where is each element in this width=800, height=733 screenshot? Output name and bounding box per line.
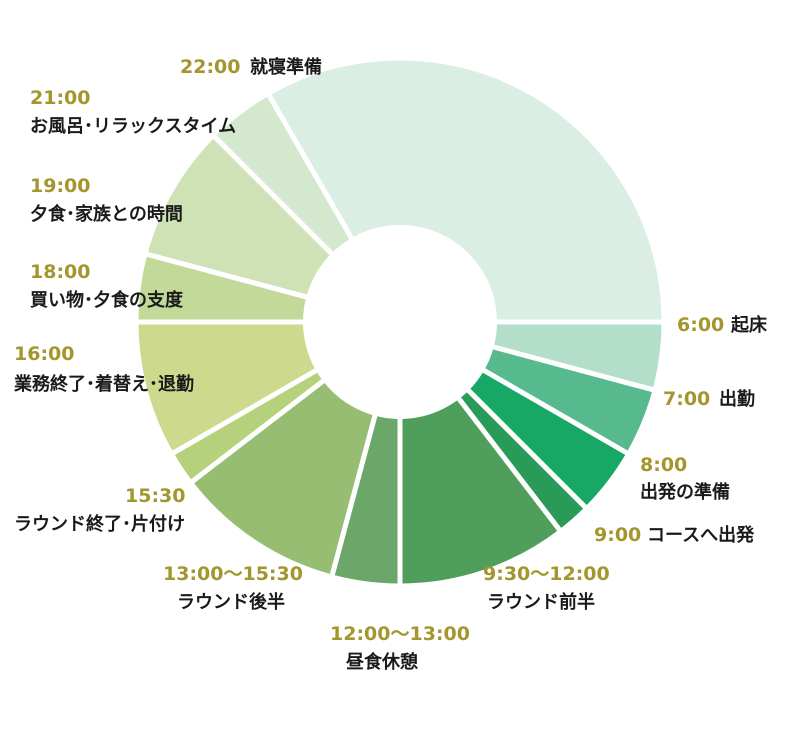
slice-name-label: 夕食･家族との時間 <box>30 203 183 225</box>
slice-name-label: 出発の準備 <box>640 481 730 503</box>
slice-name-label: コースへ出発 <box>647 524 755 546</box>
slice-time-label: 6:00 <box>677 314 724 336</box>
slice-time-label: 18:00 <box>30 261 90 283</box>
slice-name-label: 業務終了･着替え･退勤 <box>13 373 194 395</box>
slice-name-label: ラウンド前半 <box>487 591 595 613</box>
slice-name-label: 出勤 <box>719 388 755 410</box>
slice-time-label: 8:00 <box>640 454 687 476</box>
slice-time-label: 13:00〜15:30 <box>163 563 303 585</box>
slice-name-label: ラウンド後半 <box>177 591 285 613</box>
slice-name-label: 買い物･夕食の支度 <box>30 289 184 311</box>
slice-name-label: 昼食休憩 <box>346 651 418 673</box>
slice-time-label: 7:00 <box>663 388 710 410</box>
slice-time-label: 12:00〜13:00 <box>330 623 470 645</box>
slice-name-label: ラウンド終了･片付け <box>14 513 185 535</box>
slice-time-label: 21:00 <box>30 87 90 109</box>
slice-time-label: 22:00 <box>180 56 240 78</box>
slice-name-label: 就寝準備 <box>250 56 322 78</box>
slice-name-label: 起床 <box>730 314 768 336</box>
slice-time-label: 9:00 <box>594 524 641 546</box>
slice-time-label: 9:30〜12:00 <box>483 563 610 585</box>
slice-labels: 6:00 起床 7:00 出勤 8:00 出発の準備 9:00 コースへ出発 9… <box>13 56 768 673</box>
slice-time-label: 19:00 <box>30 175 90 197</box>
slice-time-label: 16:00 <box>14 343 74 365</box>
slice-name-label: お風呂･リラックスタイム <box>30 116 236 137</box>
slice-time-label: 15:30 <box>125 485 185 507</box>
donut-hole <box>303 225 497 419</box>
